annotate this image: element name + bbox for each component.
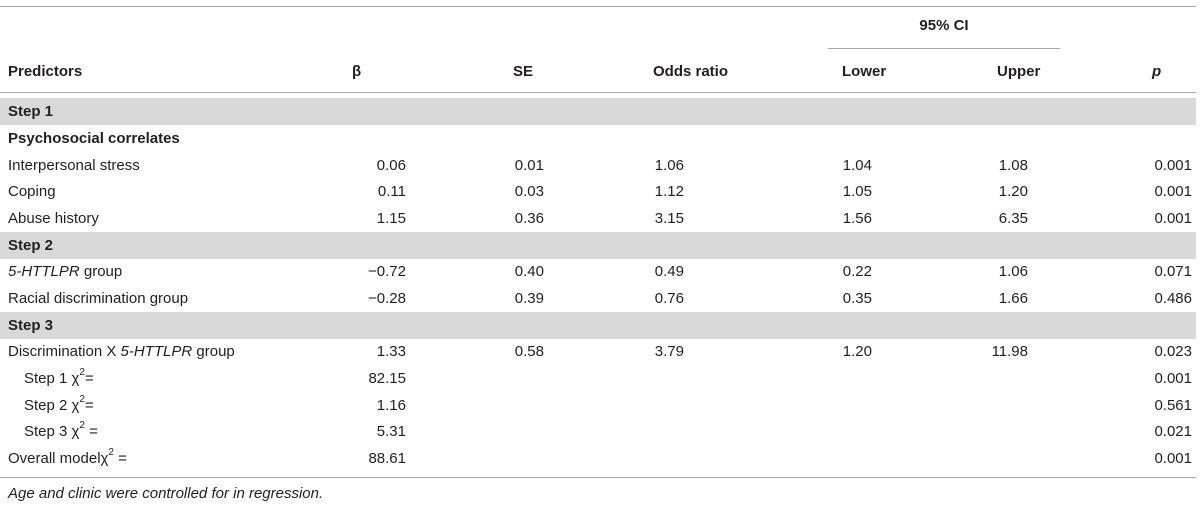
cell-beta: 0.06	[376, 157, 406, 174]
chi-label: Step 3 χ2 =	[24, 420, 98, 441]
cell-lower: 1.04	[842, 157, 872, 174]
cell-beta: 5.31	[376, 423, 406, 440]
step2-shade	[0, 232, 1196, 259]
table-footnote: Age and clinic were controlled for in re…	[8, 485, 324, 502]
col-header-odds-ratio: Odds ratio	[653, 63, 729, 80]
row-label: Abuse history	[8, 210, 99, 227]
cell-se: 0.36	[514, 210, 544, 227]
cell-p: 0.023	[1154, 343, 1192, 360]
col-header-predictors: Predictors	[8, 63, 83, 80]
col-header-se: SE	[513, 63, 534, 80]
cell-upper: 1.20	[998, 183, 1028, 200]
cell-upper: 6.35	[998, 210, 1028, 227]
cell-upper: 1.66	[998, 290, 1028, 307]
cell-odds-ratio: 3.15	[654, 210, 684, 227]
row-label: Discrimination X 5-HTTLPR group	[8, 343, 235, 360]
gene-name: 5-HTTLPR	[120, 343, 193, 360]
cell-odds-ratio: 0.49	[654, 263, 684, 280]
cell-upper: 11.98	[991, 343, 1028, 360]
cell-p: 0.001	[1154, 210, 1192, 227]
cell-beta: 1.16	[376, 397, 406, 414]
cell-lower: 0.22	[842, 263, 872, 280]
cell-p: 0.561	[1154, 397, 1192, 414]
cell-beta: 82.15	[368, 370, 406, 387]
cell-lower: 1.20	[842, 343, 872, 360]
cell-upper: 1.08	[998, 157, 1028, 174]
cell-p: 0.021	[1154, 423, 1192, 440]
subheading-psychosocial: Psychosocial correlates	[8, 130, 180, 147]
section-step2: Step 2	[8, 237, 54, 254]
col-header-lower: Lower	[842, 63, 887, 80]
cell-lower: 1.56	[842, 210, 872, 227]
table-bottom-rule	[0, 477, 1196, 478]
cell-se: 0.39	[514, 290, 544, 307]
row-label: Coping	[8, 183, 56, 200]
cell-p: 0.071	[1154, 263, 1192, 280]
cell-se: 0.01	[514, 157, 544, 174]
table-top-rule	[0, 6, 1196, 7]
cell-p: 0.001	[1154, 157, 1192, 174]
col-header-p: p	[1152, 63, 1162, 80]
cell-odds-ratio: 1.12	[654, 183, 684, 200]
row-label: 5-HTTLPR group	[8, 263, 123, 280]
cell-upper: 1.06	[998, 263, 1028, 280]
cell-se: 0.58	[514, 343, 544, 360]
row-label: Racial discrimination group	[8, 290, 189, 307]
cell-odds-ratio: 3.79	[654, 343, 684, 360]
cell-beta: −0.72	[368, 263, 406, 280]
cell-lower: 1.05	[842, 183, 872, 200]
step1-shade	[0, 98, 1196, 125]
ci-group-header: 95% CI	[919, 17, 969, 34]
cell-beta: 88.61	[368, 450, 406, 467]
section-step1: Step 1	[8, 103, 54, 120]
header-bottom-rule	[0, 92, 1196, 93]
col-header-beta: β	[352, 63, 362, 80]
cell-beta: 1.15	[376, 210, 406, 227]
cell-odds-ratio: 0.76	[654, 290, 684, 307]
gene-name: 5-HTTLPR	[8, 263, 80, 280]
cell-se: 0.03	[514, 183, 544, 200]
cell-p: 0.001	[1154, 450, 1192, 467]
chi-label: Step 2 χ2=	[24, 394, 94, 415]
cell-p: 0.001	[1154, 370, 1192, 387]
cell-beta: 1.33	[376, 343, 406, 360]
step3-shade	[0, 312, 1196, 339]
cell-se: 0.40	[514, 263, 544, 280]
chi-label: Step 1 χ2=	[24, 367, 94, 388]
section-step3: Step 3	[8, 317, 54, 334]
cell-beta: 0.11	[377, 183, 406, 200]
ci-group-underline	[828, 48, 1060, 49]
chi-label: Overall modelχ2 =	[8, 447, 127, 468]
cell-beta: −0.28	[368, 290, 406, 307]
cell-p: 0.001	[1154, 183, 1192, 200]
cell-p: 0.486	[1154, 290, 1192, 307]
row-label: Interpersonal stress	[8, 157, 140, 174]
col-header-upper: Upper	[997, 63, 1041, 80]
cell-odds-ratio: 1.06	[654, 157, 684, 174]
cell-lower: 0.35	[842, 290, 872, 307]
